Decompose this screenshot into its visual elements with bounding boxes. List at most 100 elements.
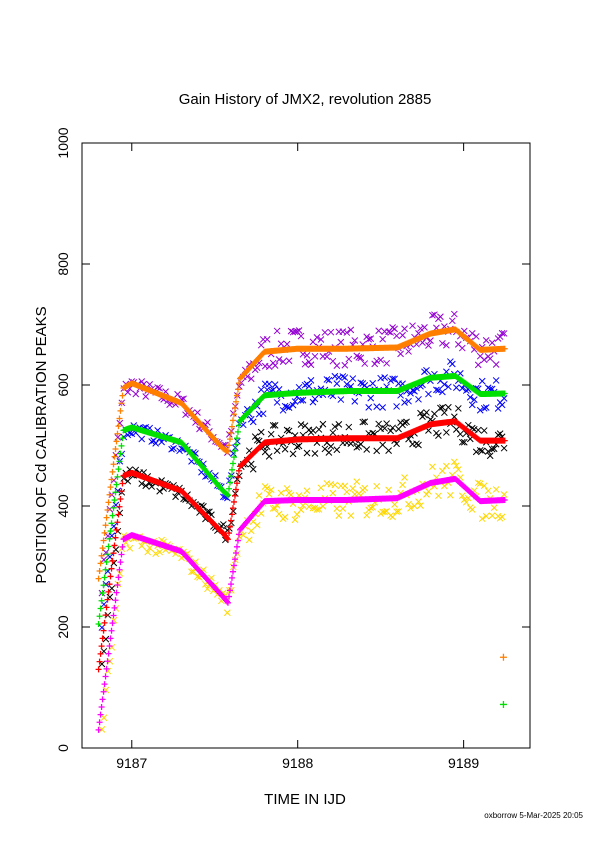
data-point xyxy=(275,356,283,363)
data-point xyxy=(363,446,371,453)
data-point xyxy=(327,442,335,450)
data-point xyxy=(435,492,442,500)
data-point xyxy=(273,399,281,406)
data-point xyxy=(225,536,232,543)
data-point xyxy=(347,512,355,519)
data-point xyxy=(228,511,235,518)
data-point xyxy=(110,504,117,511)
data-point xyxy=(482,512,490,520)
data-point xyxy=(353,478,361,485)
data-point xyxy=(425,390,432,398)
data-point xyxy=(462,498,470,506)
data-point xyxy=(335,512,343,520)
data-point xyxy=(299,502,307,509)
data-point xyxy=(229,460,236,467)
data-point xyxy=(102,612,109,619)
data-point xyxy=(118,400,125,407)
data-point xyxy=(253,364,261,372)
data-point xyxy=(253,521,261,529)
data-point xyxy=(232,441,239,448)
data-point xyxy=(271,504,279,512)
data-point xyxy=(351,337,359,344)
data-point xyxy=(138,435,146,443)
data-point xyxy=(259,410,267,418)
data-point xyxy=(232,550,239,557)
data-point xyxy=(119,480,126,487)
data-point xyxy=(107,528,114,535)
data-point xyxy=(277,489,285,497)
data-point xyxy=(443,341,450,349)
data-point xyxy=(454,405,462,412)
data-point xyxy=(110,612,117,619)
data-point xyxy=(232,398,239,405)
data-point xyxy=(247,527,255,535)
data-point xyxy=(480,427,488,434)
data-point xyxy=(116,415,123,422)
data-point xyxy=(305,382,313,390)
data-point xyxy=(361,360,369,367)
data-point xyxy=(323,480,331,487)
data-point xyxy=(333,380,341,388)
data-point xyxy=(95,620,102,627)
data-point xyxy=(105,650,112,657)
data-point xyxy=(389,424,396,432)
data-point xyxy=(118,442,125,449)
data-point xyxy=(283,485,291,492)
data-point xyxy=(229,505,236,512)
data-point xyxy=(498,329,506,337)
data-point xyxy=(470,396,478,403)
data-point xyxy=(393,403,400,410)
data-point xyxy=(393,508,400,515)
data-point xyxy=(102,566,109,573)
data-point xyxy=(100,537,107,544)
data-point xyxy=(373,403,381,411)
data-point xyxy=(273,447,281,455)
data-point xyxy=(172,493,179,501)
data-point xyxy=(355,354,363,361)
data-point xyxy=(227,479,234,486)
data-point xyxy=(247,460,255,468)
data-point xyxy=(110,616,118,624)
data-point xyxy=(369,503,377,511)
chart-title: Gain History of JMX2, revolution 2885 xyxy=(179,91,432,108)
data-point xyxy=(228,423,235,430)
data-point xyxy=(281,513,289,521)
data-point xyxy=(307,376,315,384)
data-point xyxy=(269,505,277,512)
data-point xyxy=(144,548,152,556)
data-point xyxy=(100,688,107,695)
data-point xyxy=(115,466,122,473)
data-point xyxy=(109,468,116,475)
data-point xyxy=(101,619,108,626)
data-point xyxy=(365,335,373,343)
data-point xyxy=(231,447,238,454)
data-point xyxy=(476,480,484,488)
data-point xyxy=(283,340,291,348)
data-point xyxy=(405,348,412,355)
data-point xyxy=(110,461,117,468)
series xyxy=(95,475,508,733)
data-point xyxy=(231,556,238,563)
data-point xyxy=(321,329,329,336)
series xyxy=(98,310,508,597)
data-point xyxy=(273,327,281,335)
data-point xyxy=(229,568,236,575)
data-point xyxy=(117,407,124,414)
data-point xyxy=(472,333,480,340)
data-point xyxy=(109,512,116,519)
data-point xyxy=(468,329,476,337)
data-point xyxy=(247,375,255,383)
data-point xyxy=(230,411,237,418)
data-point xyxy=(448,360,456,368)
data-point xyxy=(289,401,297,409)
data-point xyxy=(105,543,112,550)
data-point xyxy=(101,529,108,536)
data-point xyxy=(97,650,104,657)
data-point xyxy=(228,581,235,588)
data-point xyxy=(115,574,122,581)
data-point xyxy=(437,404,444,412)
data-point xyxy=(99,635,106,642)
data-point xyxy=(228,517,235,524)
data-point xyxy=(114,434,122,441)
data-point xyxy=(138,480,146,487)
